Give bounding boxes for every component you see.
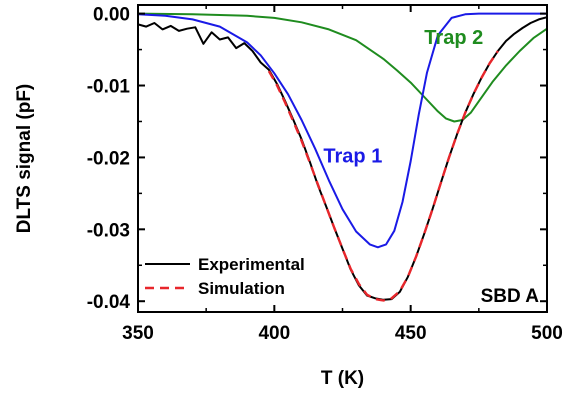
- y-axis-title: DLTS signal (pF): [14, 84, 35, 234]
- y-tick-label: -0.04: [87, 292, 131, 313]
- x-tick-label: 350: [122, 323, 154, 344]
- legend: Experimental Simulation: [145, 255, 305, 298]
- series-line-trap-2: [137, 12, 548, 123]
- legend-label-simulation: Simulation: [198, 279, 285, 298]
- panel-label: SBD A: [481, 286, 540, 307]
- annotation-trap-2: Trap 2: [424, 27, 483, 49]
- axis-ticks: 350 400 450 500 0.00 -0.01 -0.02 -0.03 -0.04: [87, 5, 563, 344]
- y-tick-label: -0.03: [87, 220, 130, 241]
- series-line-experimental: [137, 16, 548, 301]
- y-tick-label: -0.02: [87, 148, 130, 169]
- legend-label-experimental: Experimental: [198, 255, 305, 274]
- series-line-simulation: [267, 50, 499, 302]
- x-tick-label: 500: [531, 323, 563, 344]
- annotation-trap-1: Trap 1: [323, 145, 382, 167]
- curves-layer: [137, 12, 548, 302]
- x-axis-title: T (K): [321, 368, 364, 389]
- x-tick-label: 450: [395, 323, 427, 344]
- y-tick-label: 0.00: [93, 5, 130, 26]
- series-line-trap-1: [137, 12, 547, 249]
- x-tick-label: 400: [258, 323, 290, 344]
- curve-annotations: Trap 2 Trap 1: [323, 27, 483, 168]
- y-tick-label: -0.01: [87, 77, 131, 98]
